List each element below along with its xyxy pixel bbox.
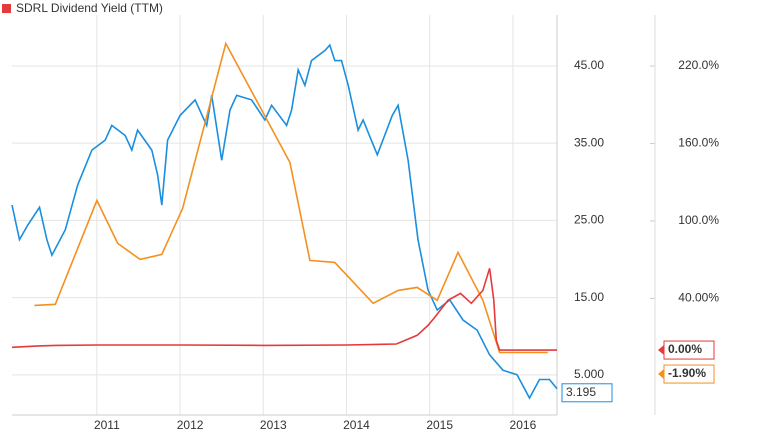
y-tick-label: 25.00 [574, 213, 604, 227]
x-tick-label: 2012 [177, 418, 204, 432]
y-tick-label: 35.00 [574, 135, 604, 149]
plot-background [12, 15, 557, 415]
end-label-box [561, 383, 613, 403]
y-tick-label: 5.000 [574, 367, 604, 381]
legend-label: SDRL Dividend Yield (TTM) [16, 1, 163, 15]
end-label-box [663, 340, 715, 360]
end-label: -1.90% [668, 366, 706, 380]
end-label: 3.195 [566, 385, 596, 399]
x-tick-label: 2014 [343, 418, 370, 432]
label-pointer [658, 369, 664, 380]
label-pointer [658, 345, 664, 356]
y-tick-label: 45.00 [574, 58, 604, 72]
y2-tick-label: 100.0% [678, 213, 719, 227]
series-line [34, 41, 548, 354]
x-tick-label: 2013 [260, 418, 287, 432]
legend-swatch [2, 4, 11, 13]
series-line [11, 268, 557, 351]
y2-tick-label: 40.00% [678, 291, 719, 305]
x-tick-label: 2011 [94, 418, 120, 432]
y2-tick-label: 160.0% [678, 136, 719, 150]
end-label-box [663, 364, 715, 384]
x-tick-label: 2016 [510, 418, 537, 432]
x-tick-label: 2015 [426, 418, 453, 432]
y-tick-label: 15.00 [574, 290, 604, 304]
y2-tick-label: 220.0% [678, 58, 719, 72]
end-label: 0.00% [668, 342, 702, 356]
